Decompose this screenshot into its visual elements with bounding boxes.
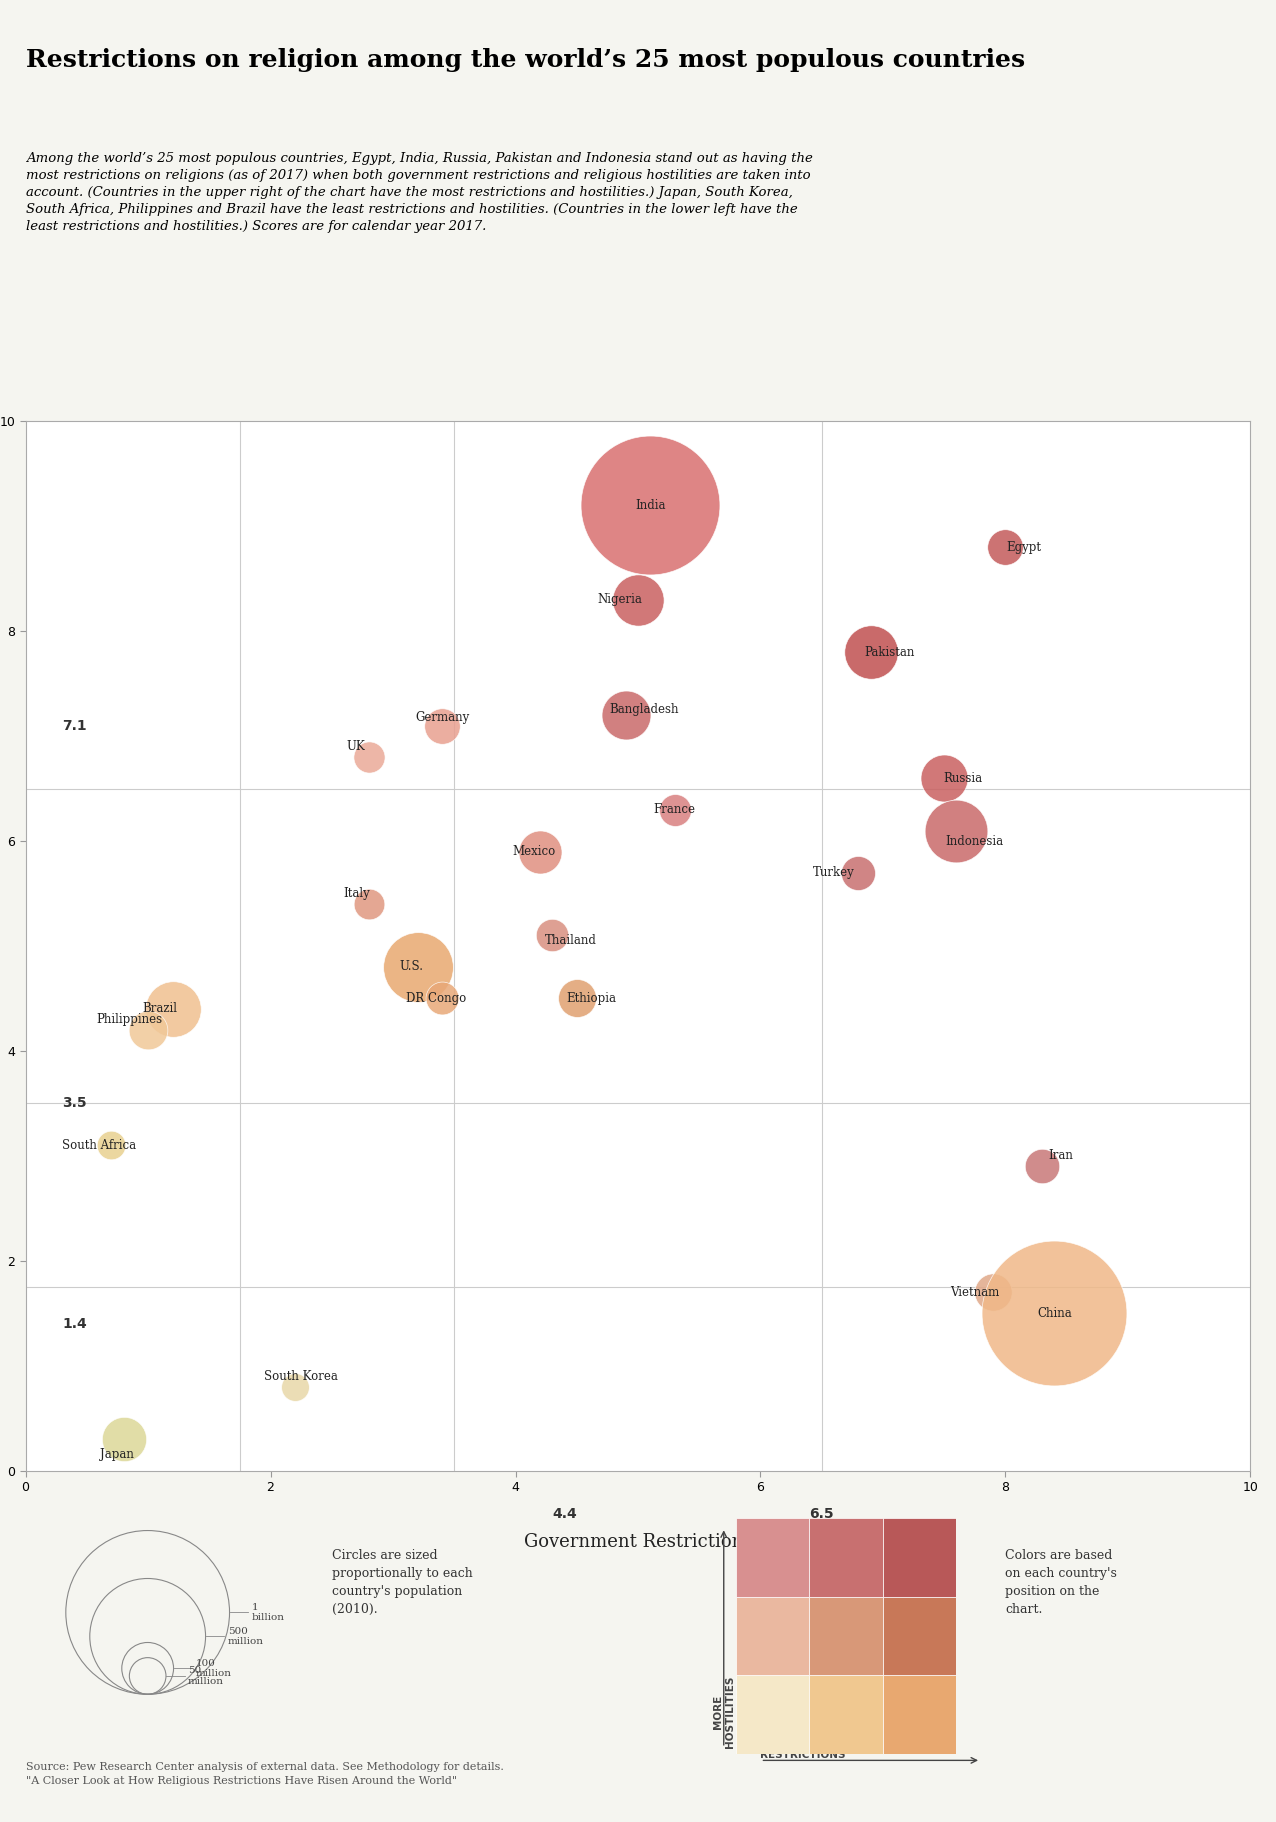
Point bbox=[665, 794, 685, 824]
Text: Among the world’s 25 most populous countries, Egypt, India, Russia, Pakistan and: Among the world’s 25 most populous count… bbox=[26, 151, 813, 233]
Point bbox=[1032, 1152, 1053, 1181]
Point bbox=[530, 836, 550, 865]
Text: China: China bbox=[1037, 1306, 1072, 1319]
Point bbox=[359, 889, 379, 918]
Point bbox=[947, 816, 967, 845]
Text: MORE
RESTRICTIONS: MORE RESTRICTIONS bbox=[760, 1738, 846, 1760]
Text: 6.5: 6.5 bbox=[809, 1507, 835, 1521]
Text: Bangladesh: Bangladesh bbox=[610, 703, 679, 716]
Text: South Korea: South Korea bbox=[264, 1370, 338, 1383]
Text: 3.5: 3.5 bbox=[63, 1097, 87, 1110]
Text: MORE
HOSTILITIES: MORE HOSTILITIES bbox=[713, 1676, 735, 1747]
Point bbox=[849, 858, 869, 887]
Text: Pakistan: Pakistan bbox=[864, 645, 915, 658]
Text: Ethiopia: Ethiopia bbox=[567, 991, 616, 1006]
Text: Brazil: Brazil bbox=[143, 1002, 177, 1015]
Point bbox=[285, 1372, 305, 1401]
Point bbox=[542, 920, 563, 949]
Point bbox=[641, 490, 661, 519]
Point bbox=[1044, 1299, 1064, 1328]
Point bbox=[101, 1131, 121, 1161]
Text: Indonesia: Indonesia bbox=[946, 834, 1004, 847]
Text: Japan: Japan bbox=[101, 1448, 134, 1461]
Text: France: France bbox=[653, 804, 695, 816]
Point bbox=[162, 995, 182, 1024]
Point bbox=[138, 1015, 158, 1044]
Text: Philippines: Philippines bbox=[97, 1013, 163, 1026]
Text: Source: Pew Research Center analysis of external data. See Methodology for detai: Source: Pew Research Center analysis of … bbox=[26, 1762, 504, 1786]
Point bbox=[983, 1277, 1003, 1306]
Text: Nigeria: Nigeria bbox=[597, 594, 642, 607]
Text: UK: UK bbox=[347, 740, 366, 752]
Text: India: India bbox=[635, 499, 666, 512]
Text: Restrictions on religion among the world’s 25 most populous countries: Restrictions on religion among the world… bbox=[26, 47, 1025, 73]
Text: Germany: Germany bbox=[415, 711, 470, 723]
Text: Circles are sized
proportionally to each
country's population
(2010).: Circles are sized proportionally to each… bbox=[332, 1549, 472, 1616]
Text: Egypt: Egypt bbox=[1007, 541, 1041, 554]
Text: Italy: Italy bbox=[343, 887, 370, 900]
Point bbox=[567, 984, 587, 1013]
Point bbox=[615, 700, 635, 729]
Text: 7.1: 7.1 bbox=[63, 718, 87, 732]
Point bbox=[431, 984, 452, 1013]
Point bbox=[995, 532, 1016, 561]
Text: Colors are based
on each country's
position on the
chart.: Colors are based on each country's posit… bbox=[1005, 1549, 1118, 1616]
Text: Vietnam: Vietnam bbox=[951, 1286, 999, 1299]
Text: Turkey: Turkey bbox=[813, 865, 855, 878]
Text: Thailand: Thailand bbox=[545, 935, 597, 947]
Point bbox=[431, 711, 452, 740]
Text: 1.4: 1.4 bbox=[63, 1317, 87, 1330]
Point bbox=[860, 638, 880, 667]
Text: U.S.: U.S. bbox=[399, 960, 424, 973]
Text: South Africa: South Africa bbox=[63, 1139, 137, 1152]
Text: Mexico: Mexico bbox=[512, 845, 555, 858]
Text: DR Congo: DR Congo bbox=[406, 991, 466, 1006]
Text: Russia: Russia bbox=[943, 771, 983, 785]
Point bbox=[934, 763, 954, 793]
X-axis label: Government Restrictions: Government Restrictions bbox=[523, 1532, 753, 1551]
Point bbox=[114, 1425, 134, 1454]
Point bbox=[628, 585, 648, 614]
Text: 4.4: 4.4 bbox=[553, 1507, 577, 1521]
Point bbox=[359, 743, 379, 773]
Point bbox=[407, 953, 427, 982]
Text: Iran: Iran bbox=[1048, 1150, 1073, 1162]
